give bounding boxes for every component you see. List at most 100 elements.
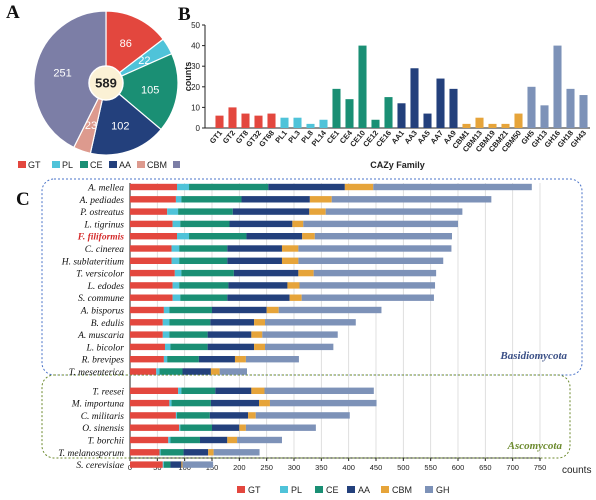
species-label: R. brevipes xyxy=(81,356,125,366)
stack-segment-pl xyxy=(169,399,172,407)
stack-segment-gh xyxy=(299,282,436,289)
bar-chart: 01020304050countsGT1GT2GT8GT32GT68PL1PL3… xyxy=(183,21,590,170)
x-tick-label: 600 xyxy=(452,463,465,472)
stack-segment-cbm xyxy=(181,461,183,468)
bar-pl3 xyxy=(293,117,302,128)
stack-segment-cbm xyxy=(298,269,314,277)
stack-segment-ce xyxy=(159,368,183,375)
x-tick-label: AA5 xyxy=(415,129,432,146)
stack-segment-gt xyxy=(130,245,172,252)
species-label: A. pediades xyxy=(79,196,125,206)
stack-segment-gt xyxy=(130,331,163,338)
stack-segment-gt xyxy=(130,282,173,289)
stack-segment-ce xyxy=(179,282,229,289)
stack-segment-gh xyxy=(301,294,434,301)
bar-aa5 xyxy=(423,113,432,128)
stack-segment-pl xyxy=(172,220,181,228)
stack-segment-gt xyxy=(130,257,172,264)
stack-segment-aa xyxy=(233,269,299,277)
species-label: F. filiformis xyxy=(77,233,125,243)
stack-segment-gh xyxy=(237,436,282,444)
x-tick-label: 650 xyxy=(479,463,492,472)
stack-segment-gt xyxy=(130,319,163,326)
pie-value-label: 102 xyxy=(111,120,129,132)
x-tick-label: 450 xyxy=(370,463,383,472)
bar-cbm1 xyxy=(462,123,471,128)
panel-label-b: B xyxy=(178,4,191,25)
stack-segment-gt xyxy=(130,399,170,407)
y-tick-label: 50 xyxy=(191,21,200,30)
species-label: A. mellea xyxy=(87,184,124,194)
stack-segment-ce xyxy=(177,412,210,419)
stack-segment-gh xyxy=(262,331,338,338)
stack-segment-aa xyxy=(212,424,240,431)
pie-center-total: 589 xyxy=(95,76,117,91)
basidiomycota-label: Basidiomycota xyxy=(499,350,567,362)
bar-aa1 xyxy=(397,103,406,128)
stack-segment-aa xyxy=(232,208,310,215)
pie-value-label: 251 xyxy=(53,68,71,80)
stack-segment-gh xyxy=(278,306,382,314)
species-label: S. commune xyxy=(78,294,124,304)
species-label: L. bicolor xyxy=(86,343,125,353)
stack-segment-pl xyxy=(167,208,179,215)
stack-segment-ce xyxy=(179,257,228,264)
x-tick-label: PL3 xyxy=(286,129,302,145)
stack-segment-gt xyxy=(130,461,163,468)
legend-swatch-pl xyxy=(280,486,288,493)
pie-legend-label: CBM xyxy=(147,160,167,170)
stack-segment-ce xyxy=(181,387,216,394)
species-label: T. mesenterica xyxy=(69,368,124,378)
stack-segment-gt xyxy=(130,294,173,301)
stack-segment-gh xyxy=(255,412,350,419)
stack-segment-gh xyxy=(314,233,452,240)
stack-segment-aa xyxy=(241,196,310,203)
pie-slice-ce xyxy=(104,52,179,131)
stack-segment-cbm xyxy=(254,319,266,326)
stack-segment-aa xyxy=(207,331,252,338)
stack-segment-gt xyxy=(130,343,165,351)
stack-segment-pl xyxy=(163,306,170,314)
stack-segment-pl xyxy=(172,294,181,301)
stack-segment-cbm xyxy=(208,449,214,456)
stack-segment-pl xyxy=(175,196,182,203)
bar-gh13 xyxy=(540,105,549,128)
pie-value-label: 86 xyxy=(120,38,132,50)
stack-segment-gt xyxy=(130,220,173,228)
x-tick-label: 550 xyxy=(424,463,437,472)
bar-gt2 xyxy=(228,107,237,128)
bar-gt68 xyxy=(267,113,276,128)
bar-gh16 xyxy=(553,45,562,128)
stack-segment-gt xyxy=(130,183,178,191)
bar-gh5 xyxy=(527,86,536,128)
pie-slice-aa xyxy=(89,81,162,156)
stack-segment-aa xyxy=(227,294,290,301)
bar-ce10 xyxy=(358,45,367,128)
stack-segment-gt xyxy=(130,387,179,394)
pie-legend-swatch-gh xyxy=(173,161,180,168)
stack-segment-cbm xyxy=(239,424,246,431)
legend-label: AA xyxy=(358,485,370,495)
x-axis-label: counts xyxy=(562,465,591,476)
stack-segment-cbm xyxy=(266,306,279,314)
stack-segment-gh xyxy=(373,183,532,191)
stack-segment-gh xyxy=(264,387,374,394)
x-tick-label: GT1 xyxy=(208,129,224,146)
y-tick-label: 0 xyxy=(196,124,201,133)
bar-cbm50 xyxy=(514,113,523,128)
bar-aa3 xyxy=(410,68,419,128)
stack-segment-aa xyxy=(227,245,282,252)
stack-segment-pl xyxy=(159,449,161,456)
pie-center-circle xyxy=(88,65,124,101)
stack-segment-ce xyxy=(167,356,199,363)
bar-gt32 xyxy=(254,115,263,128)
stack-segment-ce xyxy=(163,461,171,468)
species-label: B. edulis xyxy=(91,319,125,329)
bar-ce16 xyxy=(384,97,393,128)
species-label: A. muscaria xyxy=(77,331,124,341)
stack-segment-ce xyxy=(181,196,242,203)
bar-ce4 xyxy=(345,99,354,128)
y-tick-label: 20 xyxy=(191,83,200,92)
stack-segment-gh xyxy=(245,424,316,431)
pie-slice-gt xyxy=(105,10,165,85)
